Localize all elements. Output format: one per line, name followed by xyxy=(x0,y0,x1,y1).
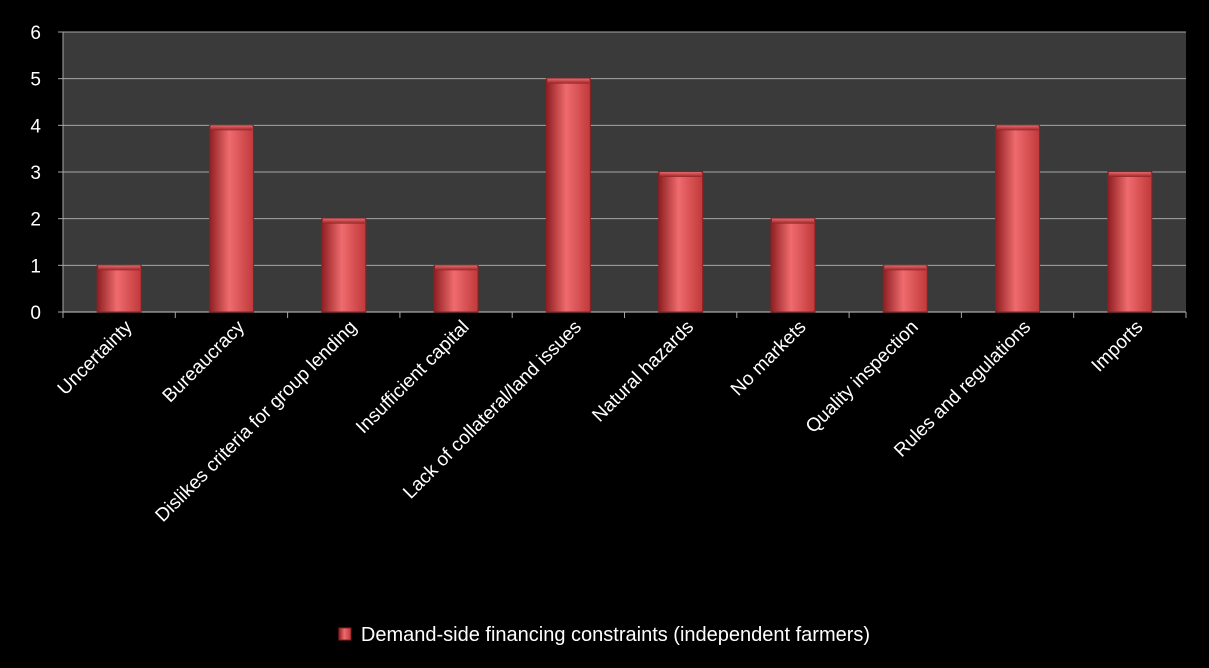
y-axis-ticks: 0 1 2 3 4 5 6 xyxy=(30,23,41,324)
legend: Demand-side financing constraints (indep… xyxy=(338,624,870,646)
y-tick-label: 2 xyxy=(30,210,41,231)
bar xyxy=(96,264,142,313)
bar-cap xyxy=(884,265,927,271)
bar xyxy=(433,264,479,313)
x-tick-label: Insufficient capital xyxy=(352,317,473,438)
y-tick-label: 6 xyxy=(30,23,41,44)
bar xyxy=(995,124,1041,313)
bars xyxy=(96,78,1153,313)
bar-cap xyxy=(322,218,365,224)
bar-cap xyxy=(996,125,1039,131)
x-tick-label: Quality inspection xyxy=(802,317,923,438)
y-tick-label: 3 xyxy=(30,163,41,184)
bar-cap xyxy=(1108,172,1151,177)
bar xyxy=(1107,171,1153,313)
legend-label: Demand-side financing constraints (indep… xyxy=(361,624,870,646)
x-tick-label: Bureaucracy xyxy=(159,316,250,407)
legend-swatch xyxy=(338,627,352,641)
bar-cap xyxy=(210,125,253,131)
bar xyxy=(770,218,816,313)
x-tick-label: Dislikes criteria for group lending xyxy=(152,317,362,527)
bar-cap xyxy=(98,265,141,271)
x-tick-label: Lack of collateral/land issues xyxy=(399,317,586,504)
bar xyxy=(208,124,254,313)
bar-cap xyxy=(771,218,814,224)
bar xyxy=(321,218,367,313)
x-tick-label: Uncertainty xyxy=(54,316,137,399)
x-tick-label: Imports xyxy=(1088,317,1148,377)
bar xyxy=(545,78,591,313)
bar-cap xyxy=(547,78,590,84)
y-tick-label: 4 xyxy=(30,116,41,137)
bar xyxy=(658,171,704,313)
bar xyxy=(882,264,928,313)
x-tick-label: Natural hazards xyxy=(588,317,698,427)
y-tick-label: 1 xyxy=(30,256,41,277)
y-tick-label: 5 xyxy=(30,70,41,91)
bar-cap xyxy=(659,172,702,177)
bar-cap xyxy=(435,265,478,271)
x-tick-label: No markets xyxy=(727,317,811,401)
y-tick-label: 0 xyxy=(30,303,41,324)
